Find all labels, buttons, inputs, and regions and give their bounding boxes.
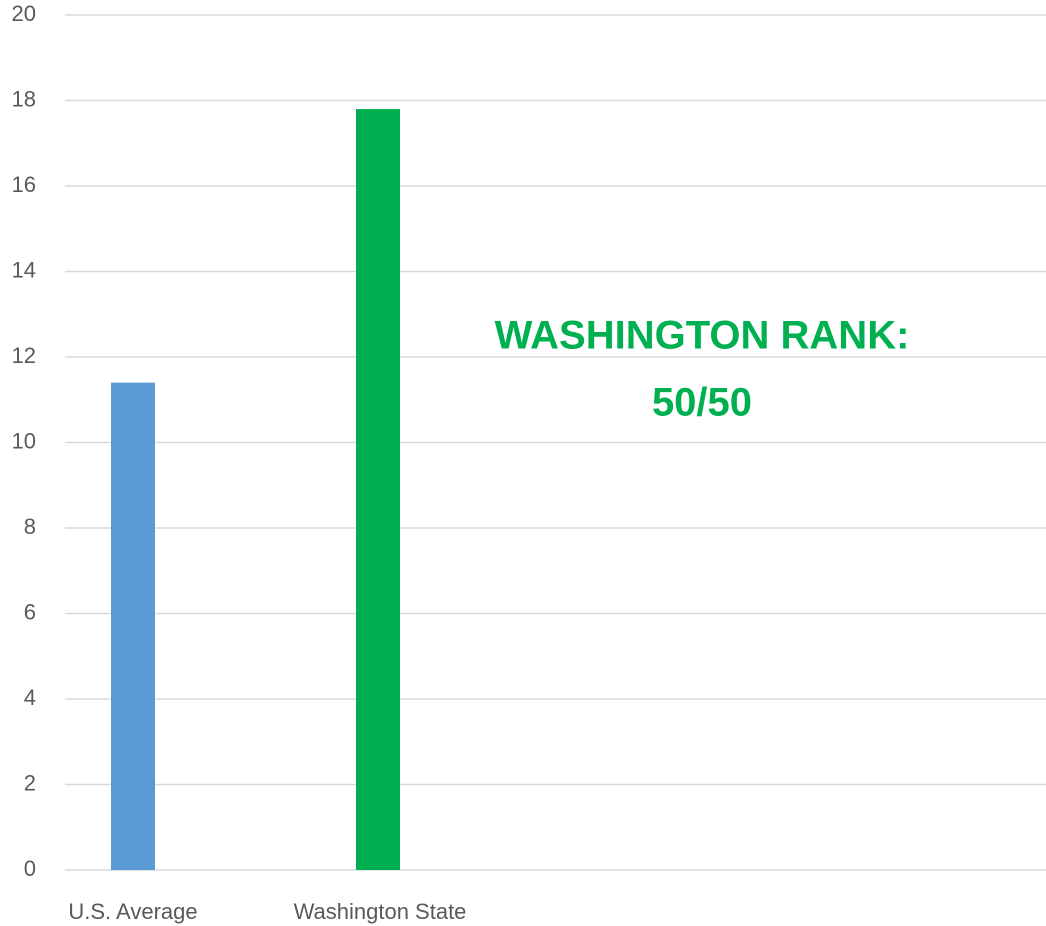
y-tick-label: 6: [24, 599, 36, 624]
x-tick-label: U.S. Average: [68, 899, 197, 924]
y-tick-label: 12: [12, 343, 36, 368]
annotation: 50/50: [652, 381, 752, 425]
annotation: WASHINGTON RANK:: [495, 314, 910, 358]
x-tick-label: Washington State: [294, 899, 467, 924]
y-tick-label: 4: [24, 685, 36, 710]
y-tick-label: 18: [12, 86, 36, 111]
bar: [111, 382, 155, 870]
y-tick-label: 2: [24, 770, 36, 795]
y-tick-label: 14: [12, 257, 36, 282]
y-tick-label: 20: [12, 1, 36, 26]
y-tick-label: 10: [12, 428, 36, 453]
bar: [356, 109, 400, 871]
y-tick-label: 16: [12, 172, 36, 197]
y-tick-label: 0: [24, 856, 36, 881]
y-tick-label: 8: [24, 514, 36, 539]
